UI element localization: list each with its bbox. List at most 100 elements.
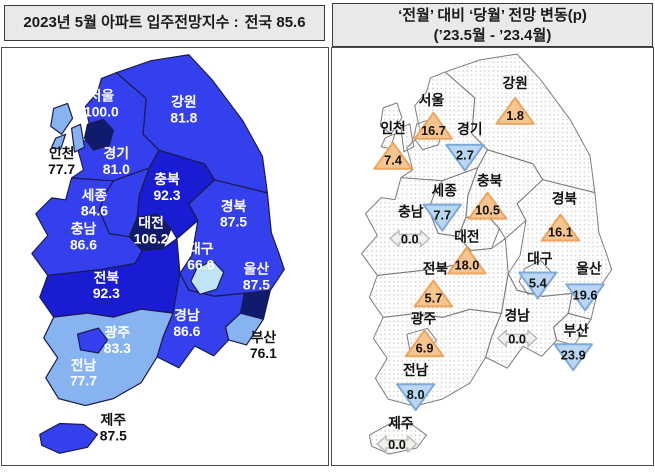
label-chungnam-name: 충남 — [71, 221, 97, 237]
flat-arrow-icon-jeju: 0.0 — [376, 435, 418, 453]
left-title-national-value: 전국 85.6 — [244, 14, 306, 31]
down-triangle-icon-gyeonggi: 2.7 — [445, 143, 485, 172]
label-gyeongbuk: 경북 — [552, 191, 578, 207]
value-busan: 23.9 — [561, 347, 586, 362]
value-jeonnam: 8.0 — [407, 387, 425, 402]
label-gyeongnam-value: 86.6 — [173, 323, 200, 339]
label-gangwon-value: 81.8 — [170, 109, 197, 125]
label-ulsan: 울산 — [576, 260, 602, 276]
label-gyeongbuk-name: 경북 — [221, 198, 247, 214]
label-busan: 부산 — [564, 322, 590, 338]
label-chungnam: 충남 — [398, 204, 424, 220]
label-busan-value: 76.1 — [250, 345, 277, 361]
label-jeju-name: 제주 — [101, 411, 127, 427]
label-daejeon-name: 대전 — [138, 215, 164, 231]
index-map-panel: 서울 100.0 강원 81.8 인천 77.7 경기 81.0 충북 92.3… — [1, 47, 329, 466]
label-incheon: 인천 — [380, 120, 405, 136]
label-gyeonggi-name: 경기 — [104, 145, 130, 161]
label-chungbuk: 충북 — [477, 173, 503, 189]
label-gyeonggi: 경기 — [457, 121, 482, 137]
value-jeju: 0.0 — [388, 437, 406, 452]
left-title-text: 2023년 5월 아파트 입주전망지수 : — [23, 14, 239, 31]
label-seoul-name: 서울 — [89, 87, 115, 103]
left-title-box: 2023년 5월 아파트 입주전망지수 : 전국 85.6 — [4, 5, 325, 41]
label-gangwon: 강원 — [502, 75, 527, 91]
value-seoul: 16.7 — [421, 123, 446, 138]
label-sejong-name: 세종 — [82, 187, 108, 203]
label-chungbuk-name: 충북 — [154, 171, 180, 187]
value-gyeongbuk: 16.1 — [548, 224, 573, 239]
up-triangle-icon-gwangju: 6.9 — [404, 329, 445, 358]
up-triangle-icon-gangwon: 1.8 — [495, 96, 535, 125]
label-jeju-value: 87.5 — [100, 427, 127, 443]
up-triangle-icon-seoul: 16.7 — [413, 111, 454, 140]
change-map: 서울 16.7 강원 1.8 인천 7.4 경기 2.7 충북 — [361, 53, 613, 455]
label-sejong: 세종 — [432, 183, 458, 199]
label-chungbuk-value: 92.3 — [153, 187, 180, 203]
label-gyeonggi-value: 81.0 — [103, 161, 130, 177]
value-gangwon: 1.8 — [506, 108, 524, 123]
flat-arrow-icon-gyeongnam: 0.0 — [496, 329, 538, 348]
value-sejong: 7.7 — [433, 208, 451, 223]
up-triangle-icon-gyeongbuk: 16.1 — [540, 213, 581, 242]
value-gyeonggi: 2.7 — [456, 148, 474, 163]
label-jeonbuk-value: 92.3 — [93, 285, 120, 301]
value-gwangju: 6.9 — [416, 340, 434, 355]
up-triangle-icon-incheon: 7.4 — [373, 141, 413, 170]
label-chungnam-value: 86.6 — [70, 237, 97, 253]
label-incheon-name: 인천 — [49, 145, 75, 161]
up-triangle-icon-chungbuk: 10.5 — [467, 191, 508, 220]
region-jeonnam — [372, 308, 502, 407]
down-triangle-icon-daegu: 5.4 — [518, 271, 558, 300]
label-seoul-value: 100.0 — [84, 103, 119, 119]
label-daejeon-value: 106.2 — [134, 231, 169, 247]
value-incheon: 7.4 — [384, 153, 403, 168]
label-seoul: 서울 — [419, 92, 445, 108]
label-sejong-value: 84.6 — [81, 203, 108, 219]
value-gyeongnam: 0.0 — [508, 331, 526, 346]
index-map: 서울 100.0 강원 81.8 인천 77.7 경기 81.0 충북 92.3… — [31, 54, 285, 454]
value-daegu: 5.4 — [529, 275, 548, 290]
change-map-panel: 서울 16.7 강원 1.8 인천 7.4 경기 2.7 충북 — [331, 47, 654, 466]
right-title-box: ‘전월’ 대비 ‘당월’ 전망 변동(p) (’23.5월 - ’23.4월) — [332, 3, 653, 47]
label-gyeongbuk-value: 87.5 — [220, 214, 247, 230]
down-triangle-icon-jeonnam: 8.0 — [396, 383, 436, 412]
down-triangle-icon-ulsan: 19.6 — [565, 283, 605, 312]
label-jeonnam-name: 전남 — [71, 357, 97, 373]
label-incheon-value: 77.7 — [48, 161, 75, 177]
label-daejeon: 대전 — [454, 228, 479, 244]
label-gyeongnam-name: 경남 — [174, 307, 200, 323]
label-ulsan-name: 울산 — [244, 260, 270, 276]
up-triangle-icon-jeonbuk: 5.7 — [413, 279, 454, 308]
label-daegu-name: 대구 — [188, 241, 214, 257]
label-gyeongnam: 경남 — [504, 307, 530, 323]
label-jeonbuk: 전북 — [423, 260, 449, 276]
region-jeju — [39, 422, 99, 454]
down-triangle-icon-sejong: 7.7 — [422, 203, 462, 232]
value-ulsan: 19.6 — [573, 287, 598, 302]
value-daejeon: 18.0 — [454, 257, 479, 272]
label-jeonnam: 전남 — [403, 362, 429, 378]
label-busan-name: 부산 — [251, 329, 277, 345]
region-incheon-island-1 — [50, 102, 74, 135]
label-gwangju-name: 광주 — [104, 324, 130, 340]
label-jeju: 제주 — [388, 415, 414, 431]
label-daegu-value: 66.6 — [187, 256, 214, 272]
label-jeonnam-value: 77.7 — [70, 373, 97, 389]
label-gwangju: 광주 — [411, 310, 437, 326]
flat-arrow-icon-chungnam: 0.0 — [389, 229, 431, 248]
label-gwangju-value: 83.3 — [104, 340, 131, 356]
right-title-line2: (’23.5월 - ’23.4월) — [433, 27, 552, 44]
value-chungnam: 0.0 — [401, 231, 419, 246]
region-ulsan — [239, 289, 271, 320]
value-jeonbuk: 5.7 — [425, 290, 443, 305]
label-daegu: 대구 — [527, 250, 553, 266]
right-title-line1: ‘전월’ 대비 ‘당월’ 전망 변동(p) — [398, 7, 587, 24]
label-jeonbuk-name: 전북 — [94, 269, 120, 285]
label-ulsan-value: 87.5 — [243, 276, 270, 292]
down-triangle-icon-busan: 23.9 — [553, 343, 593, 372]
value-chungbuk: 10.5 — [475, 203, 500, 218]
up-triangle-icon-daejeon: 18.0 — [447, 246, 487, 275]
label-gangwon-name: 강원 — [171, 93, 197, 109]
